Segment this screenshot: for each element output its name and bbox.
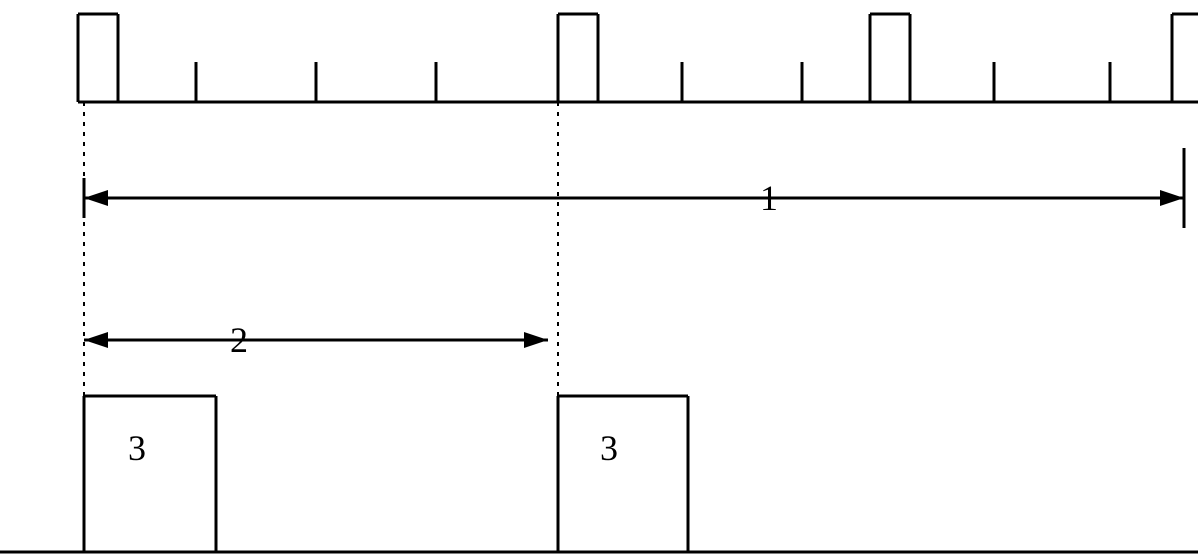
svg-text:3: 3 [128, 428, 146, 468]
svg-text:3: 3 [600, 428, 618, 468]
svg-text:2: 2 [230, 320, 248, 360]
svg-text:1: 1 [760, 178, 778, 218]
